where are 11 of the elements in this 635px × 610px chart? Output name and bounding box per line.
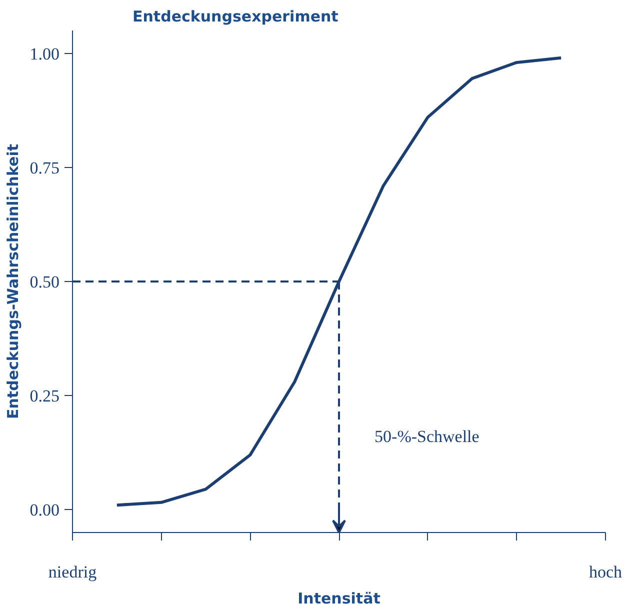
y-tick-label: 0.25 (30, 386, 60, 406)
annotation: 50-%-Schwelle (374, 426, 480, 446)
x-axis-title: Intensität (298, 590, 380, 608)
chart-title: Entdeckungsexperiment (132, 8, 338, 26)
y-tick-label: 0.00 (30, 500, 60, 520)
y-tick-label: 0.50 (30, 272, 60, 292)
x-tick-label: hoch (588, 562, 623, 582)
x-tick-label: niedrig (48, 562, 98, 582)
y-tick-label: 1.00 (30, 44, 60, 64)
y-tick-label: 0.75 (30, 158, 60, 178)
y-axis-title: Entdeckungs-Wahrscheinlichkeit (4, 144, 22, 420)
